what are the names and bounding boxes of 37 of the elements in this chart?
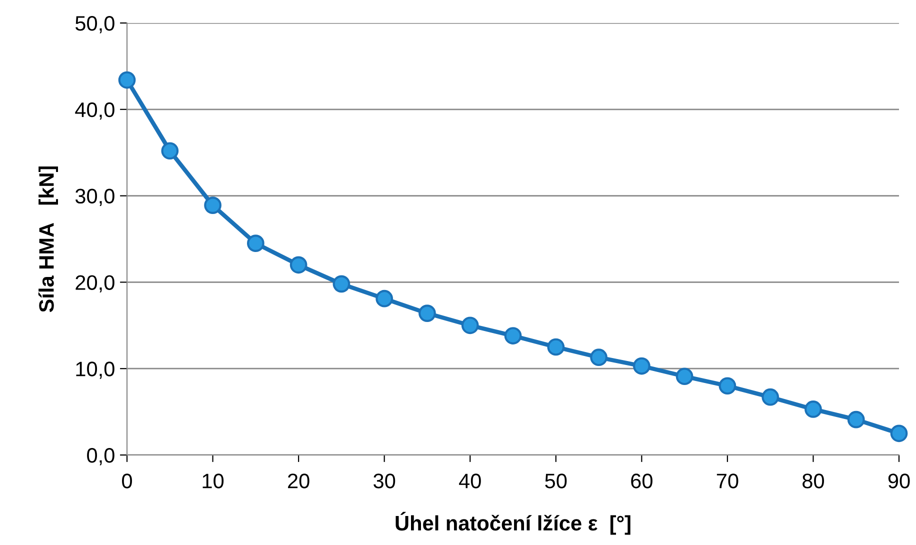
point [332,275,350,293]
point [461,316,479,334]
y-axis-title: Síla HMA [kN] [38,166,58,312]
point [590,348,608,366]
x-tick-label: 40 [459,474,481,488]
x-tick-label: 10 [202,474,224,488]
point [161,142,179,160]
y-tick-label: 20,0 [76,275,114,292]
point [204,196,222,214]
point [632,357,650,375]
x-tick-label: 70 [716,474,738,488]
y-tick-label: 10,0 [76,362,114,379]
x-tick-label: 80 [802,474,824,488]
y-tick-label: 50,0 [75,16,114,34]
y-tick-label: 40,0 [75,102,114,120]
y-tick-label: 0,0 [87,448,114,466]
point [418,304,436,322]
point [547,338,565,356]
x-tick-label: 60 [631,474,652,488]
point [847,410,865,428]
point [762,388,780,406]
point [504,327,522,344]
x-tick-label: 20 [288,474,310,488]
point [290,256,308,274]
x-tick-label: 30 [374,474,396,488]
point [718,377,736,395]
point [804,400,822,418]
point [676,368,694,386]
point [890,424,908,442]
x-tick-label: 90 [888,474,910,488]
x-axis-title: Úhel natočení lžíce ε [°] [396,512,630,535]
x-tick-label: 50 [545,474,567,488]
y-tick-label: 30,0 [75,188,114,206]
point [246,234,264,252]
x-tick-label: 0 [122,474,132,488]
point [118,71,136,89]
point [376,290,394,308]
